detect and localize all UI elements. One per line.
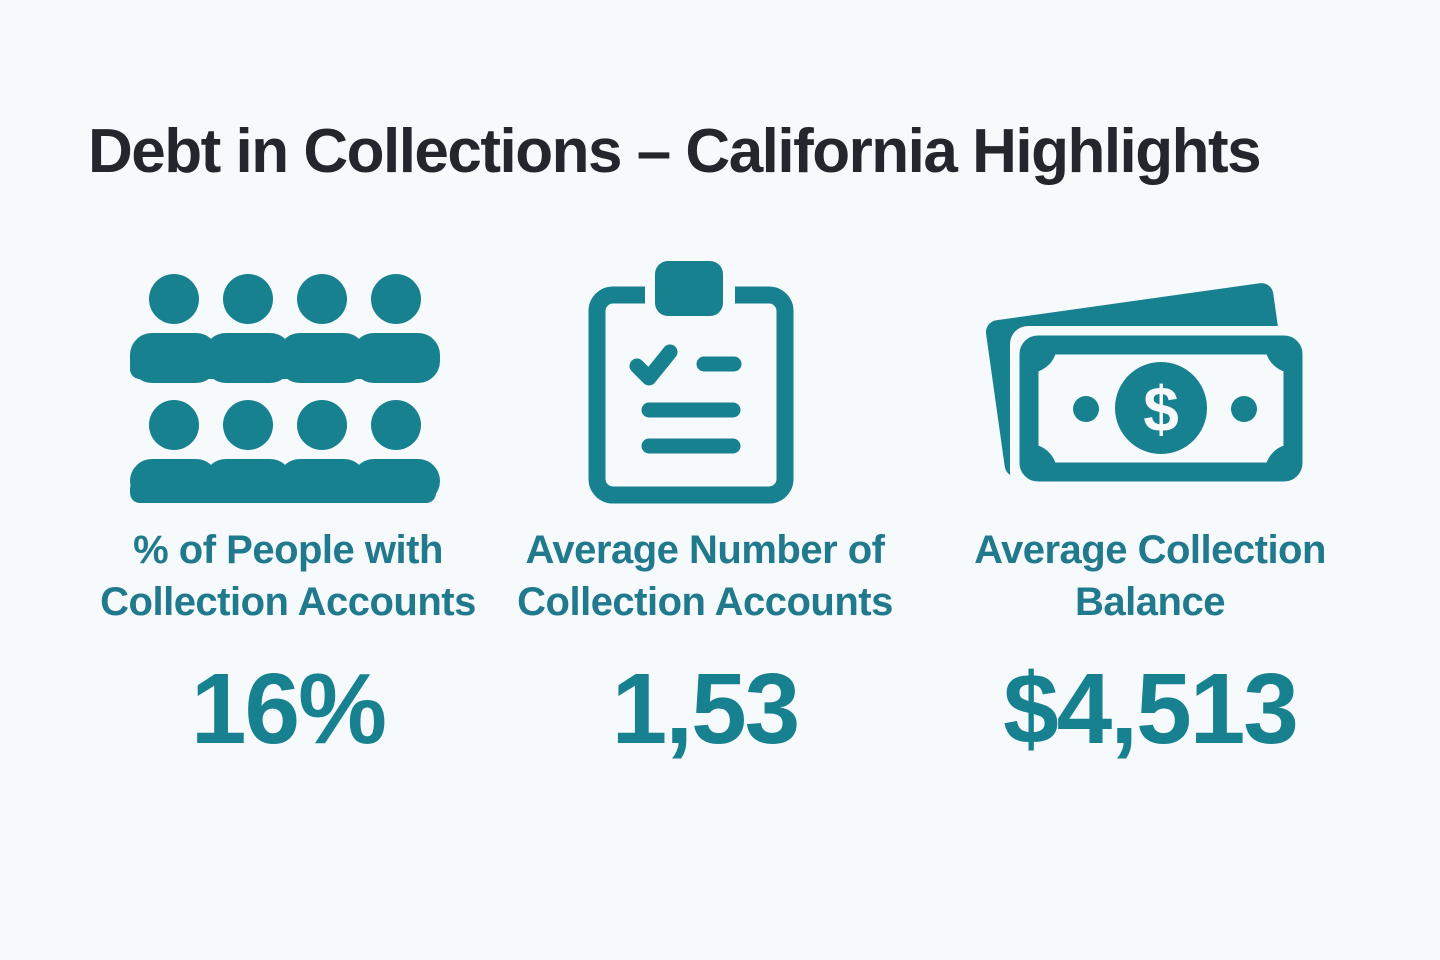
stat-label-line2: Collection Accounts (100, 580, 476, 624)
stat-label-line1: Average Number of (525, 528, 886, 572)
dollar-sign-icon: $ (1143, 373, 1179, 445)
stat-card-average-balance: $ Average Collection Balance $4,513 (940, 0, 1360, 960)
stat-card-percent-people: % of People with Collection Accounts 16% (78, 0, 498, 960)
stat-label-line2: Collection Accounts (517, 580, 893, 624)
stat-label: Average Collection Balance (940, 524, 1360, 628)
stat-label-line1: % of People with (133, 528, 443, 572)
stat-value: 1,53 (611, 653, 801, 765)
stat-label-line1: Average Collection (974, 528, 1326, 572)
cash-money-icon: $ (985, 283, 1312, 491)
stat-label: % of People with Collection Accounts (78, 524, 498, 628)
stat-label-line2: Balance (1075, 580, 1225, 624)
stat-value: 16% (190, 653, 387, 765)
audience-people-icon (130, 274, 440, 503)
stat-label: Average Number of Collection Accounts (495, 524, 915, 628)
page-title: Debt in Collections – California Highlig… (88, 117, 1262, 186)
checklist-clipboard-icon (588, 249, 794, 504)
stat-value: $4,513 (1003, 653, 1299, 765)
stat-card-average-accounts: Average Number of Collection Accounts 1,… (495, 0, 915, 960)
